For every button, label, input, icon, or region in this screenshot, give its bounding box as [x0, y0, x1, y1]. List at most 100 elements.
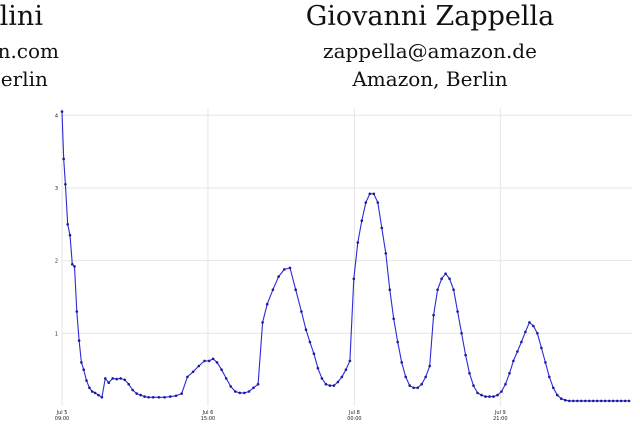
data-point	[85, 379, 88, 382]
data-point	[211, 357, 215, 361]
data-point	[320, 377, 324, 380]
data-point	[88, 386, 91, 390]
x-tick-label: 00:00	[347, 416, 361, 422]
data-point	[607, 399, 611, 403]
data-point	[392, 317, 396, 321]
data-point	[93, 391, 97, 395]
data-point	[356, 241, 360, 244]
x-tick-label: 09:00	[55, 416, 69, 422]
data-point	[452, 288, 455, 291]
author-name: Giovanni Zappella	[305, 1, 555, 32]
data-point	[215, 361, 219, 364]
data-point	[119, 377, 122, 380]
data-point	[191, 370, 195, 374]
data-point	[238, 391, 242, 395]
data-point	[368, 192, 372, 196]
data-point	[203, 359, 206, 363]
data-point	[468, 372, 471, 375]
data-point	[384, 252, 388, 255]
data-point	[111, 377, 114, 380]
data-point	[360, 219, 364, 222]
x-tick-label: Jul 6	[202, 410, 214, 416]
y-tick-label: 3	[55, 186, 58, 192]
data-point	[300, 310, 303, 313]
data-point	[157, 396, 161, 399]
data-point	[623, 399, 627, 403]
y-tick-label: 2	[55, 259, 58, 265]
author-name: llini	[0, 1, 43, 32]
data-point	[472, 384, 475, 387]
data-point	[234, 390, 237, 393]
data-point	[277, 275, 280, 278]
y-tick-label: 4	[55, 113, 58, 119]
data-point	[552, 386, 555, 390]
data-point	[344, 368, 348, 372]
data-point	[396, 340, 400, 344]
data-point	[456, 310, 459, 313]
data-point	[619, 399, 623, 403]
data-point	[271, 288, 275, 291]
data-point	[100, 396, 104, 399]
data-point	[308, 340, 312, 344]
data-point	[352, 277, 356, 281]
data-point	[564, 398, 567, 402]
data-point	[169, 395, 172, 398]
data-point	[488, 395, 491, 398]
data-point	[143, 395, 146, 398]
series-line	[61, 111, 630, 402]
time-series-chart: 1 2 3 4 Jul 509:00 Jul 615:00 Jul 800:00 Jul 92…	[55, 108, 632, 422]
data-point	[591, 399, 595, 403]
data-point	[599, 399, 603, 403]
data-point	[464, 353, 467, 357]
data-point	[576, 399, 579, 403]
data-point	[135, 392, 138, 395]
data-point	[147, 396, 150, 399]
data-point	[504, 382, 507, 386]
data-point	[131, 388, 134, 392]
data-point	[568, 399, 571, 403]
data-point	[316, 366, 320, 370]
x-tick-label: 21:00	[493, 416, 507, 422]
data-point	[62, 157, 65, 161]
data-point	[376, 201, 380, 204]
data-point	[73, 265, 76, 268]
data-point	[424, 375, 428, 379]
data-point	[75, 310, 79, 313]
data-point	[512, 359, 515, 363]
data-point	[336, 380, 340, 384]
data-point	[484, 395, 487, 398]
data-point	[288, 266, 292, 270]
data-point	[294, 288, 298, 291]
data-point	[340, 375, 344, 379]
data-point	[64, 183, 67, 186]
author-affiliation: Amazon, Berlin	[352, 67, 508, 91]
data-point	[71, 263, 74, 266]
author-block-left: llini zon.com Berlin	[0, 1, 102, 93]
data-point	[107, 381, 110, 385]
data-point	[115, 377, 118, 381]
data-point	[139, 393, 142, 397]
data-point	[400, 361, 404, 364]
data-point	[440, 277, 443, 281]
data-point	[265, 302, 269, 306]
data-point	[420, 382, 424, 386]
data-point	[412, 386, 416, 390]
data-point	[207, 359, 211, 363]
data-point	[560, 397, 563, 401]
data-point	[428, 364, 432, 368]
x-tick-label: 15:00	[201, 416, 215, 422]
data-point	[476, 391, 479, 395]
data-point	[611, 399, 615, 403]
data-point	[180, 392, 183, 395]
data-point	[123, 378, 126, 382]
data-point	[556, 393, 559, 397]
data-point	[224, 377, 228, 380]
data-point	[332, 384, 336, 387]
data-point	[80, 361, 83, 364]
data-point	[104, 377, 107, 380]
data-point	[516, 350, 519, 353]
data-point	[540, 346, 543, 350]
data-point	[380, 226, 384, 230]
y-tick-label: 1	[55, 331, 58, 337]
data-point	[68, 233, 72, 237]
